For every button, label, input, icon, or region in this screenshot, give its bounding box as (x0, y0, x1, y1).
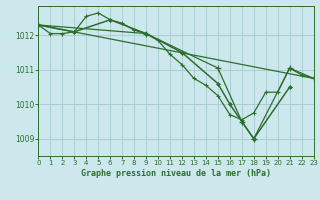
X-axis label: Graphe pression niveau de la mer (hPa): Graphe pression niveau de la mer (hPa) (81, 169, 271, 178)
